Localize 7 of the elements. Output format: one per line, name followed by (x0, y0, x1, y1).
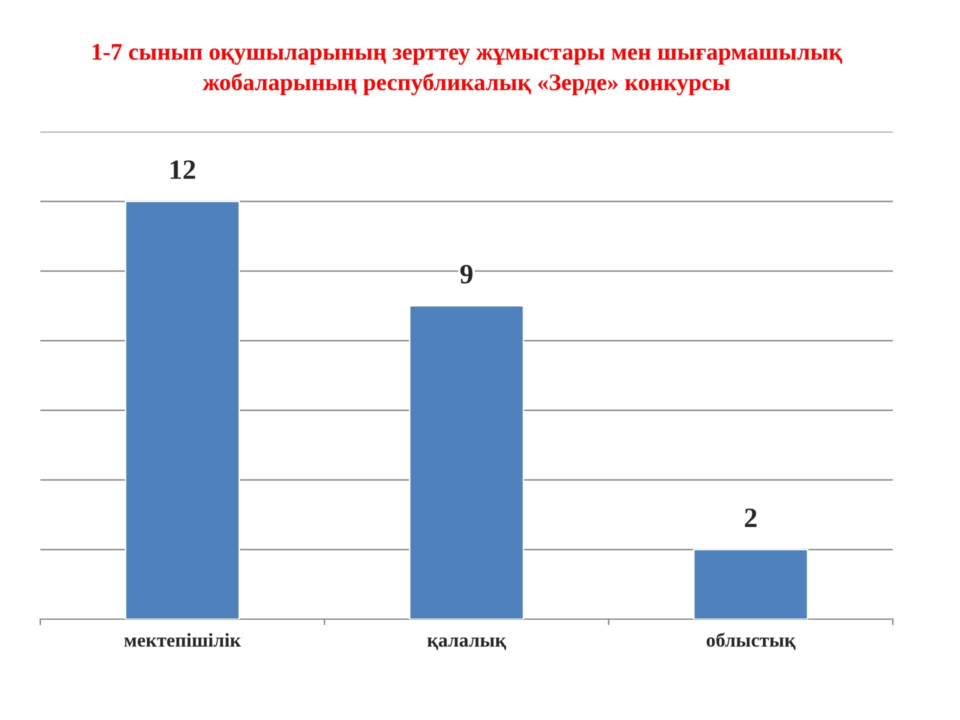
x-tick-label: қалалық (427, 637, 506, 650)
data-label: 9 (460, 264, 472, 284)
x-tick-label: мектепішілік (124, 633, 241, 647)
x-tick-label: облыстық (706, 632, 796, 650)
data-label: 12 (170, 160, 196, 179)
data-label: 2 (744, 508, 756, 527)
chart-title: 1-7 сынып оқушыларының зерттеу жұмыстары мен шығармашылық жобаларының республикалық «Зерде» конкурсы (92, 44, 842, 96)
